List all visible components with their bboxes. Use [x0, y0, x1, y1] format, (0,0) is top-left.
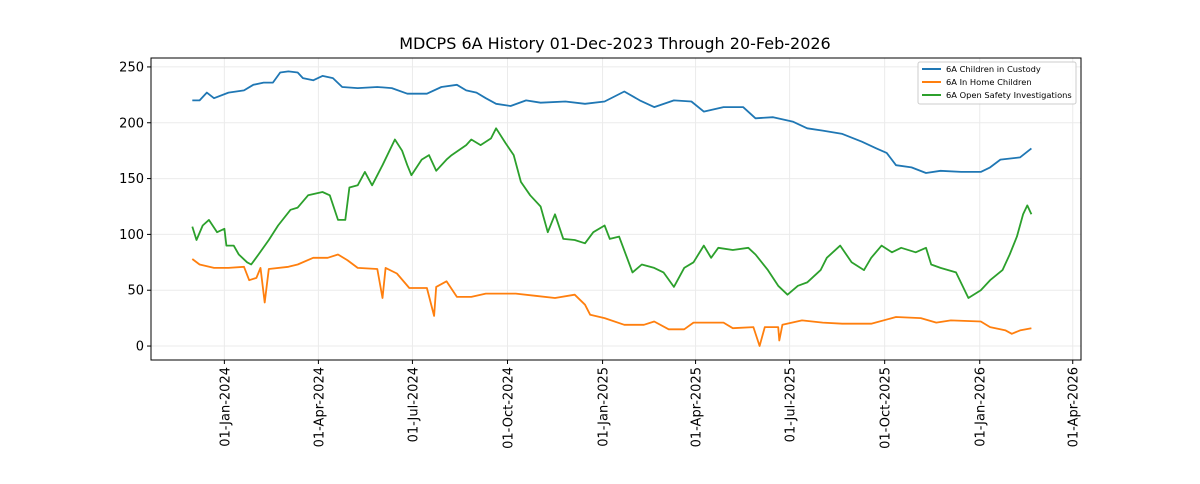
x-tick-label: 01-Jan-2024: [218, 367, 233, 447]
x-axis: 01-Jan-2024 01-Apr-2024 01-Jul-2024 01-Oct-…: [218, 360, 1082, 449]
grid: [151, 58, 1081, 360]
y-axis: 0 50 100 150 200 250: [119, 60, 151, 355]
legend-label: 6A Open Safety Investigations: [946, 90, 1072, 100]
y-tick-label: 150: [119, 172, 144, 187]
legend-box: [917, 61, 1077, 105]
y-tick-label: 200: [119, 116, 144, 131]
x-tick-label: 01-Jan-2025: [597, 367, 612, 447]
legend: 6A Children in Custody 6A In Home Childre…: [917, 61, 1077, 105]
x-tick-label: 01-Apr-2026: [1067, 367, 1082, 447]
y-tick-label: 50: [127, 284, 144, 299]
legend-label: 6A Children in Custody: [946, 64, 1041, 74]
series-line-0: [192, 70, 1032, 174]
x-tick-label: 01-Apr-2025: [690, 367, 705, 447]
x-tick-label: 01-Jul-2024: [406, 367, 421, 442]
x-tick-label: 01-Oct-2025: [879, 367, 894, 449]
y-tick-label: 250: [119, 60, 144, 75]
y-tick-label: 100: [119, 228, 144, 243]
series-line-2: [191, 127, 1033, 299]
chart-title: MDCPS 6A History 01-Dec-2023 Through 20-…: [399, 34, 830, 53]
plot-frame: [150, 57, 1082, 361]
series-lines: [191, 70, 1033, 347]
x-tick-label: 01-Jan-2026: [974, 367, 989, 447]
legend-label: 6A In Home Children: [946, 77, 1032, 87]
series-line-1: [191, 253, 1032, 347]
x-tick-label: 01-Jul-2025: [784, 367, 799, 442]
y-tick-label: 0: [136, 340, 144, 355]
x-tick-label: 01-Apr-2024: [312, 367, 327, 447]
x-tick-label: 01-Oct-2024: [502, 367, 517, 449]
